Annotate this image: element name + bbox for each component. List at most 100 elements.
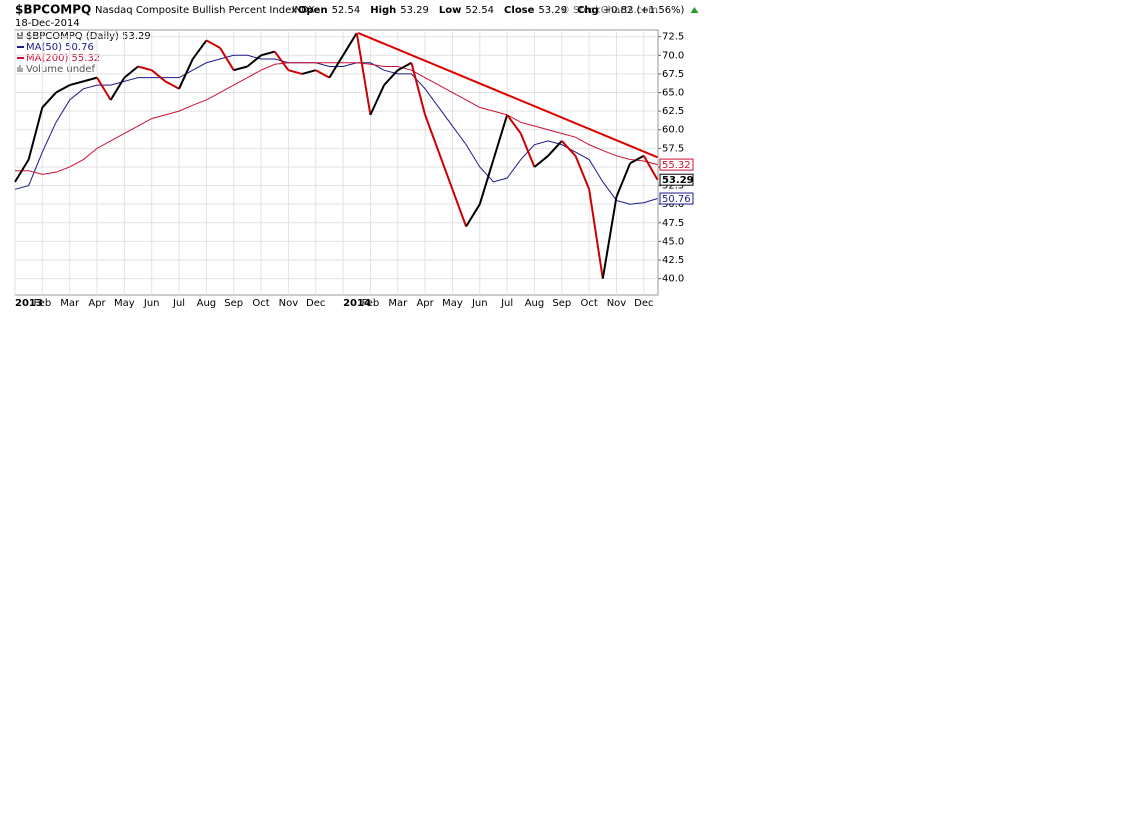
- y-tick-label: 60.0: [662, 125, 684, 136]
- price-segment: [601, 196, 618, 279]
- x-tick-label: Sep: [552, 298, 571, 309]
- quote-value: 52.54: [332, 5, 361, 16]
- y-tick-label: 50.0: [662, 199, 684, 210]
- y-tick-label: 65.0: [662, 88, 684, 99]
- y-tick-label: 62.5: [662, 106, 684, 117]
- price-segment: [397, 61, 412, 72]
- price-segment: [642, 155, 659, 181]
- x-tick-label: May: [442, 298, 463, 309]
- price-segment: [533, 155, 549, 168]
- price-segment: [27, 107, 44, 160]
- price-segment: [424, 114, 440, 153]
- price-segment: [437, 151, 454, 190]
- price-segment: [246, 54, 262, 68]
- ma-line: [15, 62, 658, 175]
- x-tick-label: Nov: [607, 298, 627, 309]
- x-tick-label: Nov: [279, 298, 299, 309]
- quote-label: Low: [439, 5, 461, 16]
- price-segment: [151, 69, 167, 83]
- price-segment: [506, 114, 522, 135]
- x-tick-label: Aug: [197, 298, 217, 309]
- price-segment: [137, 65, 152, 72]
- price-segment: [451, 188, 468, 227]
- x-tick-label: Feb: [33, 298, 51, 309]
- x-tick-label: Apr: [416, 298, 434, 309]
- price-segment: [178, 58, 194, 90]
- price-segment: [96, 77, 112, 101]
- x-tick-label: Feb: [362, 298, 380, 309]
- change-arrow: [690, 7, 699, 13]
- symbol: $BPCOMPQ: [15, 3, 91, 17]
- end-label: 50.76: [662, 194, 691, 205]
- x-tick-label: Dec: [306, 298, 325, 309]
- price-segment: [41, 91, 57, 109]
- x-tick-label: Jun: [471, 298, 488, 309]
- end-label-box: [659, 192, 694, 205]
- price-segment: [301, 69, 317, 75]
- price-segment: [14, 159, 30, 183]
- end-label-box: [659, 158, 694, 171]
- x-tick-label: Jun: [143, 298, 160, 309]
- exchange: INDX: [292, 6, 314, 16]
- end-label-box: [659, 173, 694, 186]
- y-tick-label: 67.5: [662, 69, 684, 80]
- price-segment: [83, 76, 98, 83]
- x-tick-label: 2014: [343, 298, 371, 309]
- legend-label: Volume undef: [26, 64, 96, 75]
- x-tick-label: Mar: [60, 298, 80, 309]
- price-segment: [123, 65, 139, 79]
- y-tick-label: 42.5: [662, 255, 684, 266]
- x-tick-label: Sep: [224, 298, 243, 309]
- quote-value: +0.82 (+1.56%): [603, 5, 685, 16]
- price-segment: [519, 133, 536, 168]
- end-label: 53.29: [662, 175, 694, 186]
- price-segment: [315, 69, 330, 79]
- price-segment: [492, 114, 509, 160]
- legend-label: MA(200) 55.32: [26, 53, 100, 64]
- x-tick-label: 2013: [15, 298, 43, 309]
- quote-label: Chg: [577, 5, 599, 16]
- price-segment: [588, 189, 604, 279]
- price-segment: [69, 80, 84, 87]
- price-segment: [260, 50, 275, 57]
- price-segment: [561, 140, 577, 157]
- price-segment: [629, 154, 645, 165]
- y-tick-label: 52.5: [662, 181, 684, 192]
- quote-value: 53.29: [400, 5, 429, 16]
- y-tick-label: 57.5: [662, 143, 684, 154]
- price-segment: [191, 39, 208, 60]
- quote-label: Open: [298, 5, 328, 16]
- price-segment: [574, 155, 591, 190]
- price-segment: [219, 47, 235, 71]
- price-segment: [355, 32, 372, 116]
- quote-label: High: [370, 5, 396, 16]
- price-segment: [328, 54, 344, 79]
- x-tick-label: Jul: [172, 298, 185, 309]
- x-tick-label: Aug: [525, 298, 545, 309]
- copyright: © StockCharts.com: [560, 5, 658, 16]
- index-name: Nasdaq Composite Bullish Percent Index: [95, 5, 297, 16]
- price-segment: [205, 39, 221, 49]
- price-segment: [410, 62, 427, 116]
- legend-label: MA(50) 50.76: [26, 42, 94, 53]
- price-segment: [273, 50, 290, 71]
- y-tick-label: 45.0: [662, 236, 684, 247]
- y-tick-label: 40.0: [662, 274, 684, 285]
- price-segment: [478, 159, 495, 205]
- date: 18-Dec-2014: [15, 18, 80, 29]
- price-segment: [615, 162, 632, 198]
- quote-value: 53.29: [538, 5, 567, 16]
- price-segment: [465, 203, 481, 228]
- trend-line: [357, 32, 658, 159]
- legend-swatch: [17, 65, 23, 72]
- price-segment: [342, 32, 358, 56]
- y-tick-label: 72.5: [662, 32, 684, 43]
- x-tick-label: Apr: [88, 298, 106, 309]
- end-label: 55.32: [662, 160, 691, 171]
- quote-value: 52.54: [465, 5, 494, 16]
- x-tick-label: Oct: [252, 298, 269, 309]
- price-segment: [109, 77, 126, 101]
- price-segment: [383, 69, 399, 86]
- x-tick-label: May: [114, 298, 135, 309]
